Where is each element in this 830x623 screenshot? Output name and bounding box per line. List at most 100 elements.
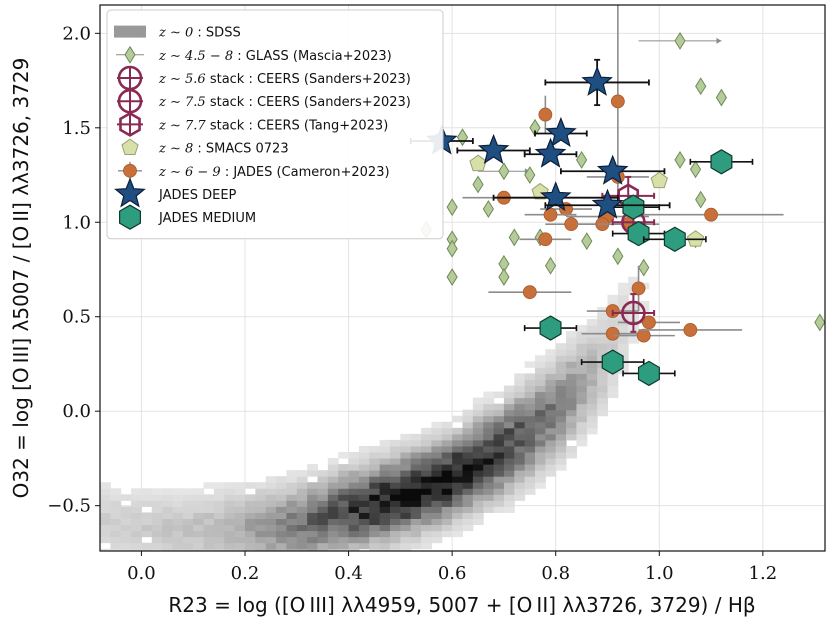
sdss-cell bbox=[441, 458, 453, 465]
jades-deep-marker bbox=[539, 181, 572, 212]
sdss-cell bbox=[265, 524, 277, 532]
sdss-cell bbox=[535, 355, 546, 362]
legend-text: : GLASS (Mascia+2023) bbox=[233, 49, 392, 64]
sdss-cell bbox=[483, 458, 495, 465]
sdss-cell bbox=[358, 494, 370, 501]
sdss-cell bbox=[317, 494, 329, 501]
glass-point bbox=[524, 166, 536, 184]
sdss-cell bbox=[586, 427, 598, 435]
sdss-cell bbox=[586, 361, 598, 368]
sdss-cell bbox=[535, 403, 546, 411]
sdss-cell bbox=[566, 433, 577, 441]
sdss-cell bbox=[255, 548, 267, 551]
sdss-cell bbox=[307, 494, 318, 501]
legend-math: z ∼ 8 bbox=[158, 142, 193, 157]
sdss-cell bbox=[607, 300, 619, 308]
sdss-cell bbox=[245, 494, 256, 501]
sdss-cell bbox=[586, 337, 598, 344]
sdss-cell bbox=[483, 452, 495, 459]
sdss-cell bbox=[379, 445, 391, 453]
jades-deep-marker bbox=[591, 188, 624, 219]
sdss-cell bbox=[110, 500, 122, 507]
sdss-cell bbox=[327, 542, 339, 550]
sdss-cell bbox=[234, 506, 246, 513]
sdss-cell bbox=[524, 439, 536, 447]
glass-marker bbox=[638, 258, 650, 277]
x-axis-label: R23 = log ([O III] λλ4959, 5007 + [O II]… bbox=[168, 593, 755, 617]
sdss-cell bbox=[514, 433, 526, 441]
sdss-cell bbox=[307, 482, 318, 489]
glass-marker bbox=[446, 268, 458, 286]
legend-label: JADES DEEP bbox=[158, 188, 237, 203]
sdss-cell bbox=[224, 548, 236, 551]
sdss-cell bbox=[535, 439, 546, 447]
legend-text: : SDSS bbox=[193, 26, 240, 41]
sdss-cell bbox=[358, 536, 370, 544]
sdss-cell bbox=[234, 512, 246, 520]
sdss-cell bbox=[555, 452, 567, 459]
sdss-cell bbox=[452, 464, 463, 471]
sdss-cell bbox=[224, 518, 236, 526]
sdss-cell bbox=[421, 494, 432, 501]
sdss-cell bbox=[327, 482, 339, 489]
sdss-cell bbox=[193, 500, 205, 507]
sdss-cell bbox=[255, 506, 267, 513]
sdss-cell bbox=[307, 470, 318, 477]
sdss-cell bbox=[327, 476, 339, 483]
sdss-cell bbox=[327, 464, 339, 471]
sdss-cell bbox=[524, 476, 536, 483]
sdss-cell bbox=[431, 464, 443, 471]
sdss-cell bbox=[400, 439, 412, 447]
jades-deep-point bbox=[456, 133, 531, 164]
sdss-cell bbox=[597, 391, 608, 399]
sdss-cell bbox=[162, 530, 173, 538]
sdss-cell bbox=[307, 536, 318, 544]
glass-marker bbox=[695, 77, 707, 96]
sdss-cell bbox=[213, 494, 225, 501]
sdss-cell bbox=[203, 494, 215, 501]
sdss-cell bbox=[452, 524, 463, 532]
sdss-cell bbox=[131, 500, 142, 507]
sdss-cell bbox=[400, 530, 412, 538]
jades-medium-point bbox=[606, 194, 661, 220]
sdss-cell bbox=[597, 379, 608, 386]
sdss-cell bbox=[400, 476, 412, 483]
sdss-cell bbox=[503, 421, 515, 429]
sdss-cell bbox=[410, 530, 422, 538]
sdss-cell bbox=[151, 518, 163, 526]
sdss-cell bbox=[535, 361, 546, 368]
sdss-cell bbox=[369, 482, 381, 489]
glass-marker bbox=[544, 256, 557, 275]
sdss-cell bbox=[379, 518, 391, 526]
cameron-point bbox=[617, 315, 680, 330]
sdss-cell bbox=[472, 512, 484, 520]
glass-point bbox=[478, 162, 530, 181]
sdss-cell bbox=[131, 494, 142, 501]
sdss-cell bbox=[452, 476, 463, 483]
jades-medium-marker bbox=[622, 194, 645, 220]
sdss-cell bbox=[182, 500, 194, 507]
sdss-cell bbox=[452, 445, 463, 453]
sdss-cell bbox=[369, 536, 381, 544]
sdss-cell bbox=[535, 445, 546, 453]
sdss-cell bbox=[358, 518, 370, 526]
sdss-cell bbox=[203, 548, 215, 551]
sdss-cell bbox=[182, 512, 194, 520]
sdss-cell bbox=[224, 482, 236, 489]
sdss-cell bbox=[120, 494, 132, 501]
sdss-cell bbox=[276, 506, 287, 513]
sdss-cell bbox=[296, 482, 308, 489]
sdss-cell bbox=[193, 530, 205, 538]
sdss-cell bbox=[390, 506, 401, 513]
sdss-cell bbox=[255, 494, 267, 501]
sdss-cell bbox=[524, 385, 536, 393]
sdss-cell bbox=[452, 500, 463, 507]
sdss-cell bbox=[348, 530, 360, 538]
sdss-cell bbox=[421, 427, 432, 435]
sdss-cell bbox=[307, 524, 318, 532]
sdss-cell bbox=[431, 494, 443, 501]
legend-text: JADES MEDIUM bbox=[158, 211, 256, 226]
sdss-cell bbox=[348, 512, 360, 520]
sdss-cell bbox=[327, 536, 339, 544]
sdss-cell bbox=[379, 439, 391, 447]
